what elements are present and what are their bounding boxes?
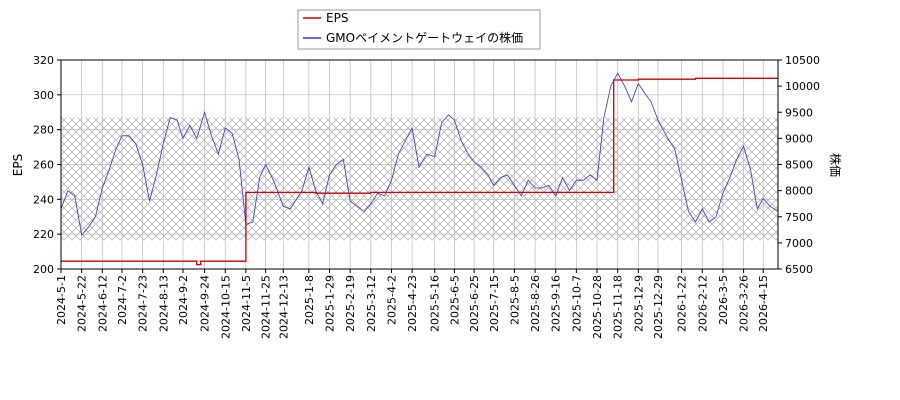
right-tick-label: 9000 — [785, 132, 813, 145]
y-axis-label-right: 株価 — [828, 153, 843, 177]
series-line-eps — [61, 77, 778, 266]
series-layer — [60, 72, 779, 266]
x-tick-label: 2025-1-8 — [303, 275, 316, 325]
x-tick-label: 2025-6-5 — [448, 275, 461, 325]
x-tick-label: 2024-6-12 — [96, 275, 109, 332]
x-tick-label: 2025-4-23 — [406, 275, 419, 332]
x-tick-label: 2025-12-29 — [652, 275, 665, 339]
grid-lines — [61, 60, 778, 269]
x-tick-label: 2024-10-15 — [219, 275, 232, 339]
x-tick-label: 2024-7-2 — [116, 275, 129, 325]
x-tick-label: 2025-8-26 — [529, 275, 542, 332]
left-tick-label: 300 — [33, 89, 54, 102]
left-tick-label: 320 — [33, 54, 54, 67]
x-tick-label: 2024-11-5 — [240, 275, 253, 332]
x-tick-label: 2024-9-24 — [199, 275, 212, 332]
x-tick-label: 2026-4-15 — [757, 275, 770, 332]
x-tick-label: 2025-9-16 — [550, 275, 563, 332]
x-tick-label: 2024-8-13 — [157, 275, 170, 332]
x-tick-label: 2026-3-5 — [717, 275, 730, 325]
legend-label-stock-price: GMOペイメントゲートウェイの株価 — [326, 30, 523, 45]
legend-label-eps: EPS — [326, 11, 348, 25]
legend-box — [297, 9, 541, 50]
x-tick-label: 2025-1-29 — [324, 275, 337, 332]
legend: EPS GMOペイメントゲートウェイの株価 — [297, 9, 541, 50]
right-tick-label: 8000 — [785, 185, 813, 198]
right-tick-label: 7500 — [785, 211, 813, 224]
left-tick-label: 240 — [33, 193, 54, 206]
x-tick-label: 2024-7-23 — [137, 275, 150, 332]
right-tick-label: 7000 — [785, 237, 813, 250]
x-tick-label: 2025-10-28 — [591, 275, 604, 339]
x-tick-label: 2024-5-22 — [76, 275, 89, 332]
x-tick-label: 2024-11-25 — [260, 275, 273, 339]
right-tick-label: 9500 — [785, 106, 813, 119]
right-axis-ticks: 6500 7000 7500 8000 8500 9000 9500 10000 10500 — [778, 54, 820, 276]
series-line-stock-price — [60, 72, 779, 236]
right-tick-label: 10500 — [785, 54, 820, 67]
x-tick-label: 2025-6-25 — [468, 275, 481, 332]
x-axis-ticks: 2024-5-1 2024-5-22 2024-6-12 2024-7-2 2024-7… — [55, 269, 770, 339]
x-tick-label: 2026-3-26 — [738, 275, 751, 332]
y-axis-label-left: EPS — [11, 154, 25, 176]
x-tick-label: 2025-4-2 — [385, 275, 398, 325]
x-tick-label: 2025-2-19 — [344, 275, 357, 332]
right-tick-label: 6500 — [785, 263, 813, 276]
x-tick-label: 2024-12-13 — [277, 275, 290, 339]
x-tick-label: 2025-5-16 — [429, 275, 442, 332]
x-tick-label: 2025-12-9 — [632, 275, 645, 332]
x-tick-label: 2025-8-5 — [508, 275, 521, 325]
x-tick-label: 2025-10-7 — [570, 275, 583, 332]
right-tick-label: 8500 — [785, 159, 813, 172]
x-tick-label: 2024-9-2 — [177, 275, 190, 325]
x-tick-label: 2025-3-12 — [365, 275, 378, 332]
hatch-band — [61, 117, 778, 241]
x-tick-label: 2026-2-12 — [696, 275, 709, 332]
x-tick-label: 2025-7-15 — [488, 275, 501, 332]
left-tick-label: 220 — [33, 228, 54, 241]
left-tick-label: 200 — [33, 263, 54, 276]
right-tick-label: 10000 — [785, 80, 820, 93]
left-axis-ticks: 200 220 240 260 280 300 320 — [33, 54, 61, 276]
x-tick-label: 2025-11-18 — [612, 275, 625, 339]
left-tick-label: 280 — [33, 124, 54, 137]
left-tick-label: 260 — [33, 159, 54, 172]
x-tick-label: 2024-5-1 — [55, 275, 68, 325]
x-tick-label: 2026-1-22 — [676, 275, 689, 332]
